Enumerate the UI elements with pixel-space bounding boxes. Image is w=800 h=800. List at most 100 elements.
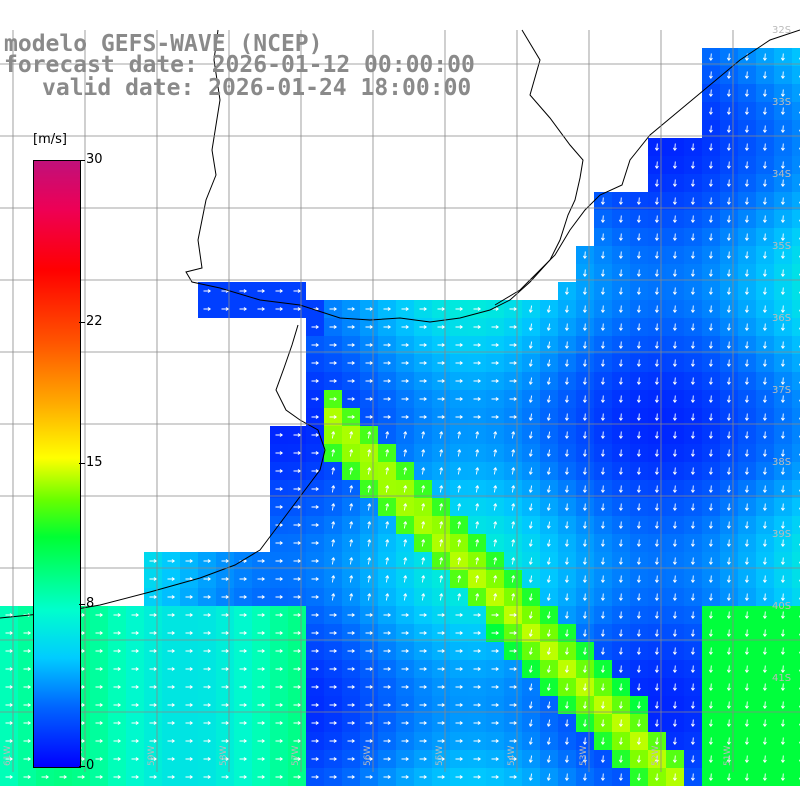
- wind-arrow: [654, 395, 659, 403]
- wind-arrow: [493, 467, 498, 475]
- wind-arrow: [726, 359, 731, 367]
- wind-arrow: [475, 575, 480, 583]
- wind-arrow: [618, 215, 623, 223]
- wind-arrow: [185, 595, 193, 599]
- wind-arrow: [780, 143, 785, 151]
- wind-arrow: [528, 485, 533, 493]
- wind-arrow: [726, 143, 731, 151]
- wind-arrow: [257, 667, 265, 671]
- wind-arrow: [672, 701, 677, 709]
- colorbar-tick-label: 30: [86, 152, 103, 167]
- wind-arrow: [780, 593, 785, 601]
- wind-arrow: [762, 557, 767, 565]
- wind-arrow: [383, 397, 391, 401]
- wind-arrow: [564, 449, 569, 457]
- wind-arrow: [311, 577, 319, 581]
- wind-cell: [792, 210, 800, 228]
- wind-arrow: [690, 647, 695, 655]
- wind-arrow: [439, 467, 444, 475]
- wind-arrow: [744, 341, 749, 349]
- wind-arrow: [457, 449, 462, 457]
- wind-arrow: [618, 413, 623, 421]
- wind-arrow: [744, 683, 749, 691]
- wind-arrow: [672, 539, 677, 547]
- wind-arrow: [203, 739, 211, 743]
- wind-arrow: [383, 667, 391, 671]
- wind-arrow: [149, 739, 157, 743]
- wind-arrow: [401, 379, 409, 383]
- wind-arrow: [744, 161, 749, 169]
- wind-arrow: [546, 521, 551, 529]
- wind-arrow: [618, 665, 623, 673]
- wind-arrow: [654, 341, 659, 349]
- wind-arrow: [95, 613, 103, 617]
- wind-arrow: [509, 379, 517, 383]
- wind-arrow: [780, 251, 785, 259]
- wind-arrow: [311, 505, 319, 509]
- wind-arrow: [708, 593, 713, 601]
- wind-arrow: [457, 485, 462, 493]
- wind-arrow: [331, 467, 336, 475]
- wind-arrow: [762, 89, 767, 97]
- latitude-labels: 32S 33S 34S 35S 36S 37S 38S 39S 40S 41S: [772, 25, 791, 684]
- wind-arrow: [475, 593, 480, 601]
- wind-arrow: [636, 593, 641, 601]
- wind-arrow: [349, 521, 354, 529]
- wind-arrow: [421, 485, 426, 493]
- lon-label: 59W: [147, 746, 157, 766]
- wind-arrow: [636, 215, 641, 223]
- wind-arrow: [762, 377, 767, 385]
- wind-arrow: [419, 721, 427, 725]
- wind-arrow: [690, 395, 695, 403]
- wind-arrow: [419, 685, 427, 689]
- wind-arrow: [708, 161, 713, 169]
- wind-arrow: [636, 611, 641, 619]
- lat-label: 36S: [772, 313, 791, 324]
- wind-arrow: [473, 631, 481, 635]
- wind-arrow: [690, 485, 695, 493]
- wind-arrow: [726, 89, 731, 97]
- wind-arrow: [672, 431, 677, 439]
- wind-arrow: [347, 685, 355, 689]
- wind-arrow: [455, 757, 463, 761]
- wind-arrow: [421, 575, 426, 583]
- wind-arrow: [708, 701, 713, 709]
- wind-arrow: [509, 307, 517, 311]
- wind-arrow: [509, 649, 517, 653]
- wind-arrow: [239, 739, 247, 743]
- wind-arrow: [275, 775, 283, 779]
- wind-cell: [792, 480, 800, 498]
- wind-arrow: [672, 413, 677, 421]
- wind-arrow: [203, 667, 211, 671]
- wind-arrow: [385, 575, 390, 583]
- wind-arrow: [726, 755, 731, 763]
- wind-arrow: [401, 667, 409, 671]
- wind-arrow: [690, 323, 695, 331]
- wind-arrow: [528, 665, 533, 673]
- wind-arrow: [385, 539, 390, 547]
- wind-arrow: [690, 449, 695, 457]
- wind-arrow: [491, 397, 499, 401]
- wind-arrow: [203, 649, 211, 653]
- wind-arrow: [383, 379, 391, 383]
- wind-arrow: [780, 341, 785, 349]
- wind-arrow: [347, 379, 355, 383]
- wind-arrow: [403, 557, 408, 565]
- wind-arrow: [654, 179, 659, 187]
- wind-arrow: [257, 631, 265, 635]
- wind-arrow: [528, 503, 533, 511]
- wind-arrow: [401, 325, 409, 329]
- wind-arrow: [744, 107, 749, 115]
- wind-arrow: [690, 575, 695, 583]
- wind-arrow: [708, 287, 713, 295]
- wind-arrow: [762, 431, 767, 439]
- wind-arrow: [582, 593, 587, 601]
- wind-arrow: [275, 559, 283, 563]
- wind-arrow: [95, 739, 103, 743]
- wind-arrow: [131, 721, 139, 725]
- wind-arrow: [780, 287, 785, 295]
- wind-arrow: [618, 773, 623, 781]
- wind-arrow: [654, 161, 659, 169]
- wind-arrow: [365, 379, 373, 383]
- wind-arrow: [311, 487, 319, 491]
